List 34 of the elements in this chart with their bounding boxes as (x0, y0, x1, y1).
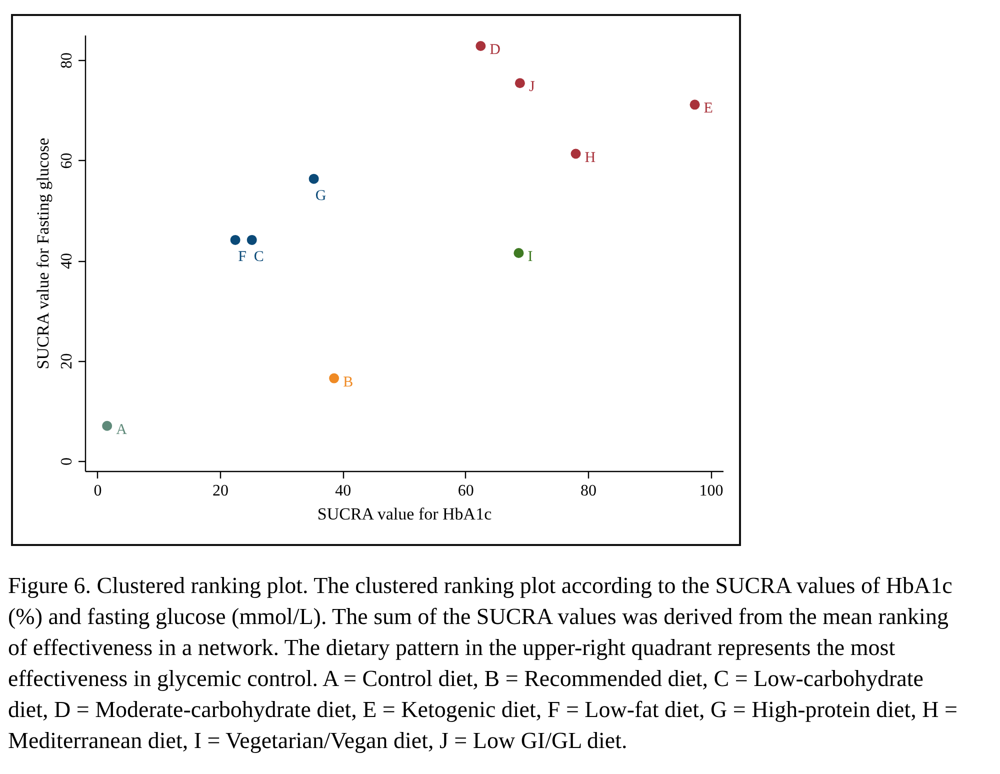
series-label: B (343, 374, 354, 390)
series-label: G (315, 188, 326, 204)
y-tick-label: 60 (58, 152, 76, 169)
point (514, 248, 524, 258)
y-tick-label: 20 (58, 353, 76, 370)
y-tick-label: 80 (58, 52, 76, 69)
series-label: I (528, 249, 533, 265)
series-label: E (704, 100, 713, 117)
series-label: J (528, 79, 535, 96)
x-tick-label: 0 (94, 482, 102, 500)
x-axis-title: SUCRA value for HbA1c (317, 504, 492, 524)
series-label: F (238, 248, 246, 265)
y-tick-label: 0 (58, 457, 76, 466)
series-label: C (254, 248, 264, 265)
caption: Figure 6. Clustered ranking plot. The clustered ranking plot according to the SUCRA values of HbA1c (%) and fasting glucose (mmol/L). The sum of the SUCRA values was derived from the mean ranking of effectiveness in a network. The dietary pattern in the upper-right quadrant represents the most effectiveness in glycemic control. A = Control diet, B = Recommended diet, C = Low-carbohydrate diet, D = Moderate-carbohydrate diet, E = Ketogenic diet, F = Low-fat diet, G = High-protein diet, H = Mediterranean diet, I = Vegetarian/Vegan diet, J = Low GI/GL diet. (8, 573, 958, 753)
point (570, 148, 581, 159)
x-tick-label: 20 (212, 482, 228, 500)
point (102, 420, 112, 431)
x-tick-label: 40 (335, 482, 352, 500)
point (308, 174, 319, 184)
point (329, 373, 340, 384)
y-axis-title: SUCRA value for Fasting glucose (34, 138, 52, 370)
x-tick-label: 80 (580, 482, 597, 500)
point (230, 234, 240, 245)
y-tick-label: 40 (58, 253, 76, 270)
point (514, 78, 525, 88)
point (246, 234, 257, 245)
point (476, 41, 486, 52)
series-label: D (490, 42, 501, 58)
series-label: H (584, 150, 596, 166)
series-label: A (116, 422, 128, 438)
x-tick-label: 100 (699, 482, 724, 500)
point (690, 100, 700, 110)
x-tick-label: 60 (458, 482, 474, 500)
